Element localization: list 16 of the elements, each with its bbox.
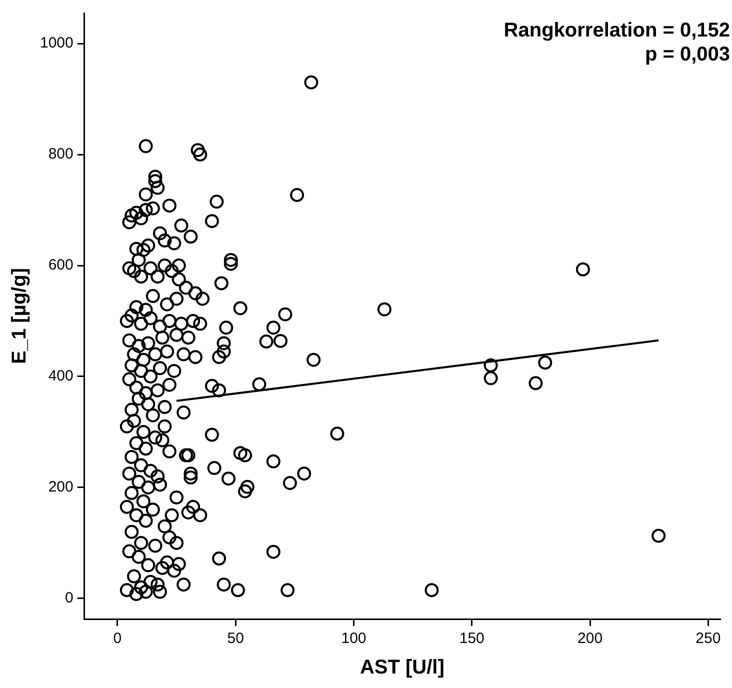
x-tick-label: 150: [459, 630, 484, 648]
x-axis-title: AST [U/l]: [360, 656, 444, 679]
x-tick-label: 250: [696, 630, 721, 648]
x-tick-label: 200: [578, 630, 603, 648]
x-tick-label: 50: [227, 630, 244, 648]
x-tick-label: 0: [113, 630, 122, 648]
y-tick-label: 1000: [40, 34, 74, 52]
y-tick-label: 400: [48, 368, 74, 385]
annotation: p = 0,003: [644, 44, 730, 66]
annotation: Rangkorrelation = 0,152: [504, 20, 730, 42]
y-tick-label: 200: [48, 478, 74, 496]
y-tick-label: 0: [65, 590, 74, 607]
y-tick-label: 600: [48, 256, 74, 274]
y-axis-title: E_1 [µg/g]: [8, 268, 31, 364]
y-tick-label: 800: [48, 146, 74, 163]
x-tick-label: 100: [341, 630, 366, 648]
